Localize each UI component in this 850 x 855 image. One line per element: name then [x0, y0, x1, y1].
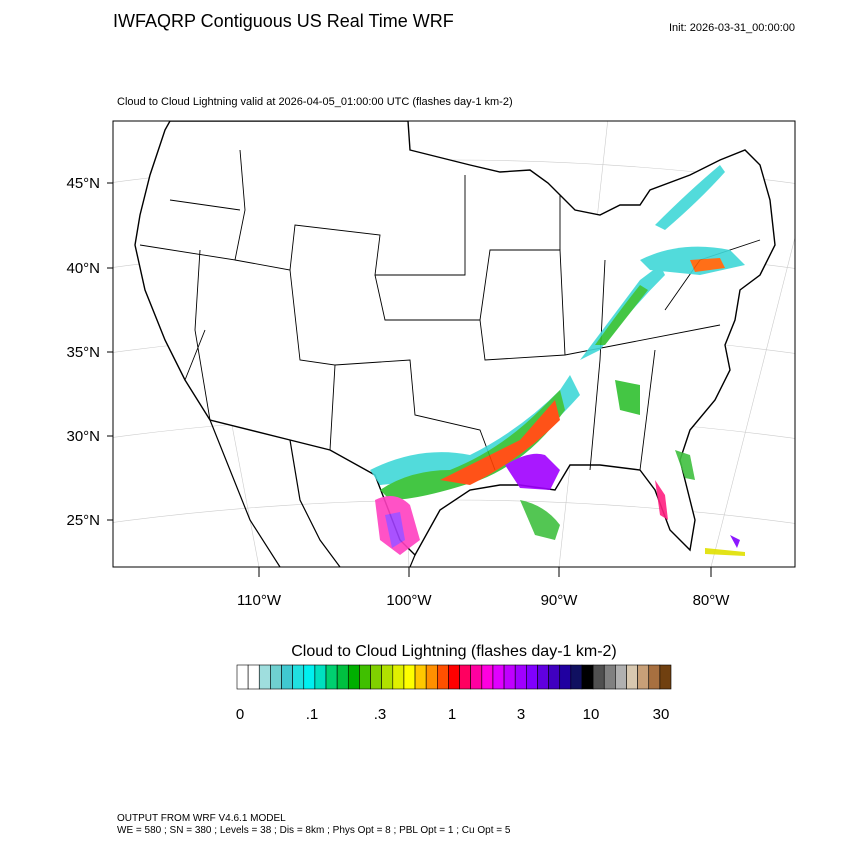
colorbar [236, 664, 672, 690]
lat-label: 25°N [66, 512, 100, 529]
colorbar-swatch [403, 664, 416, 690]
init-time: Init: 2026-03-31_00:00:00 [669, 22, 795, 34]
colorbar-label: 30 [653, 706, 670, 723]
colorbar-swatch [425, 664, 438, 690]
colorbar-swatch [637, 664, 650, 690]
title: IWFAQRP Contiguous US Real Time WRF [113, 11, 454, 31]
state-lines [139, 149, 761, 471]
lon-label: 80°W [693, 592, 731, 609]
colorbar-swatch [470, 664, 483, 690]
colorbar-swatch [347, 664, 360, 690]
lon-label: 100°W [386, 592, 432, 609]
colorbar-swatch [526, 664, 538, 690]
land-outline [134, 121, 776, 557]
colorbar-swatch [548, 664, 561, 690]
colorbar-swatch [459, 664, 471, 690]
colorbar-swatch [503, 664, 516, 690]
colorbar-swatch [236, 664, 249, 690]
colorbar-label: 10 [583, 706, 600, 723]
colorbar-label: 3 [517, 706, 525, 723]
subtitle: Cloud to Cloud Lightning valid at 2026-0… [117, 96, 513, 108]
colorbar-label: 1 [448, 706, 456, 723]
colorbar-labels: 0 .1 .3 1 3 10 30 [236, 706, 670, 723]
colorbar-swatch [492, 664, 505, 690]
colorbar-swatch [448, 664, 460, 690]
colorbar-swatch [581, 664, 594, 690]
colorbar-label: 0 [236, 706, 244, 723]
lat-label: 45°N [66, 175, 100, 192]
colorbar-swatch [381, 664, 394, 690]
colorbar-swatch [258, 664, 271, 690]
mexico-outline [209, 419, 416, 567]
lon-label: 110°W [237, 592, 282, 609]
colorbar-swatch [659, 664, 672, 690]
lightning-field [370, 165, 745, 556]
lat-labels: 45°N 40°N 35°N 30°N 25°N [66, 175, 113, 529]
footer-line: OUTPUT FROM WRF V4.6.1 MODEL [117, 813, 286, 824]
lat-label: 30°N [66, 428, 100, 445]
colorbar-swatch [325, 664, 338, 690]
colorbar-swatch [292, 664, 305, 690]
lon-label: 90°W [541, 592, 579, 609]
colorbar-swatch [603, 664, 616, 690]
colorbar-swatch [314, 664, 327, 690]
map-frame [112, 120, 796, 568]
colorbar-swatch [392, 664, 405, 690]
colorbar-label: .1 [306, 706, 319, 723]
colorbar-swatch [592, 664, 605, 690]
colorbar-swatch [648, 664, 661, 690]
colorbar-swatch [359, 664, 371, 690]
colorbar-swatch [559, 664, 572, 690]
colorbar-label: .3 [374, 706, 387, 723]
lat-label: 35°N [66, 344, 100, 361]
colorbar-swatch [514, 664, 527, 690]
lat-label: 40°N [66, 260, 100, 277]
colorbar-swatch [570, 664, 583, 690]
colorbar-swatch [414, 664, 427, 690]
lon-labels: 110°W 100°W 90°W 80°W [237, 567, 730, 609]
colorbar-swatch [437, 664, 449, 690]
colorbar-swatch [270, 664, 282, 690]
colorbar-swatch [247, 664, 260, 690]
colorbar-swatch [626, 664, 638, 690]
colorbar-swatch [281, 664, 293, 690]
colorbar-swatch [336, 664, 349, 690]
colorbar-swatch [537, 664, 549, 690]
colorbar-swatch [370, 664, 382, 690]
map [113, 121, 795, 567]
colorbar-swatch [615, 664, 627, 690]
colorbar-swatch [481, 664, 494, 690]
colorbar-title: Cloud to Cloud Lightning (flashes day-1 … [291, 643, 617, 660]
footer-line: WE = 580 ; SN = 380 ; Levels = 38 ; Dis … [117, 825, 511, 836]
colorbar-swatch [303, 664, 316, 690]
